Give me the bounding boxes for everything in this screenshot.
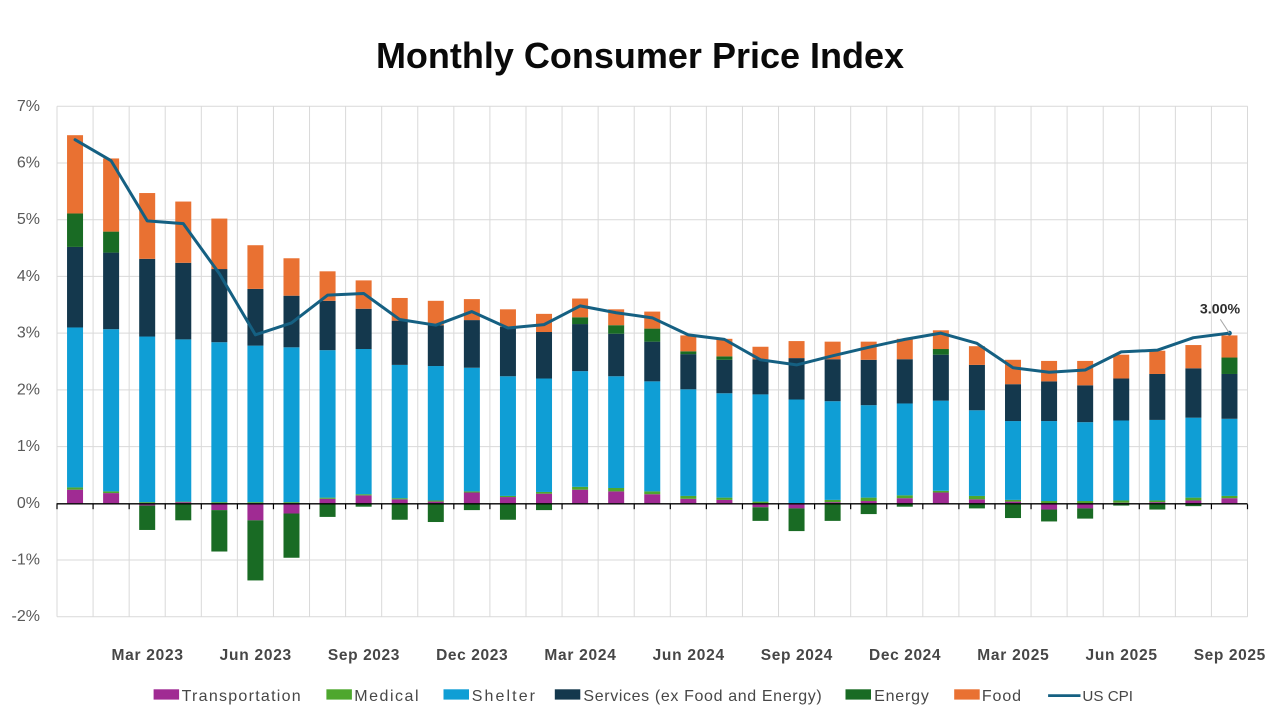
svg-text:7%: 7%	[17, 98, 40, 115]
svg-text:2%: 2%	[17, 381, 40, 398]
svg-text:Jun 2024: Jun 2024	[653, 647, 725, 664]
svg-text:Transportation: Transportation	[182, 688, 301, 705]
svg-text:US CPI: US CPI	[1082, 688, 1133, 705]
svg-text:6%: 6%	[17, 155, 40, 172]
svg-text:Dec 2024: Dec 2024	[869, 647, 941, 664]
svg-text:Sep 2025: Sep 2025	[1194, 647, 1266, 664]
svg-text:-1%: -1%	[12, 552, 40, 569]
svg-text:Mar 2025: Mar 2025	[977, 647, 1049, 664]
svg-text:1%: 1%	[17, 438, 40, 455]
svg-text:-2%: -2%	[12, 608, 40, 625]
svg-text:Sep 2024: Sep 2024	[761, 647, 833, 664]
svg-text:Mar 2023: Mar 2023	[111, 647, 183, 664]
svg-text:Mar 2024: Mar 2024	[544, 647, 616, 664]
svg-text:Medical: Medical	[354, 688, 418, 705]
svg-text:Energy: Energy	[874, 688, 929, 705]
svg-text:Jun 2025: Jun 2025	[1085, 647, 1157, 664]
svg-text:Jun 2023: Jun 2023	[220, 647, 292, 664]
svg-text:Dec 2023: Dec 2023	[436, 647, 508, 664]
svg-text:Food: Food	[982, 688, 1021, 705]
svg-text:3.00%: 3.00%	[1200, 301, 1241, 317]
svg-text:Sep 2023: Sep 2023	[328, 647, 400, 664]
svg-text:4%: 4%	[17, 268, 40, 285]
svg-text:3%: 3%	[17, 325, 40, 342]
svg-text:0%: 0%	[17, 495, 40, 512]
svg-text:5%: 5%	[17, 211, 40, 228]
svg-text:Shelter: Shelter	[472, 688, 536, 705]
svg-text:Services (ex Food and Energy): Services (ex Food and Energy)	[583, 688, 821, 705]
